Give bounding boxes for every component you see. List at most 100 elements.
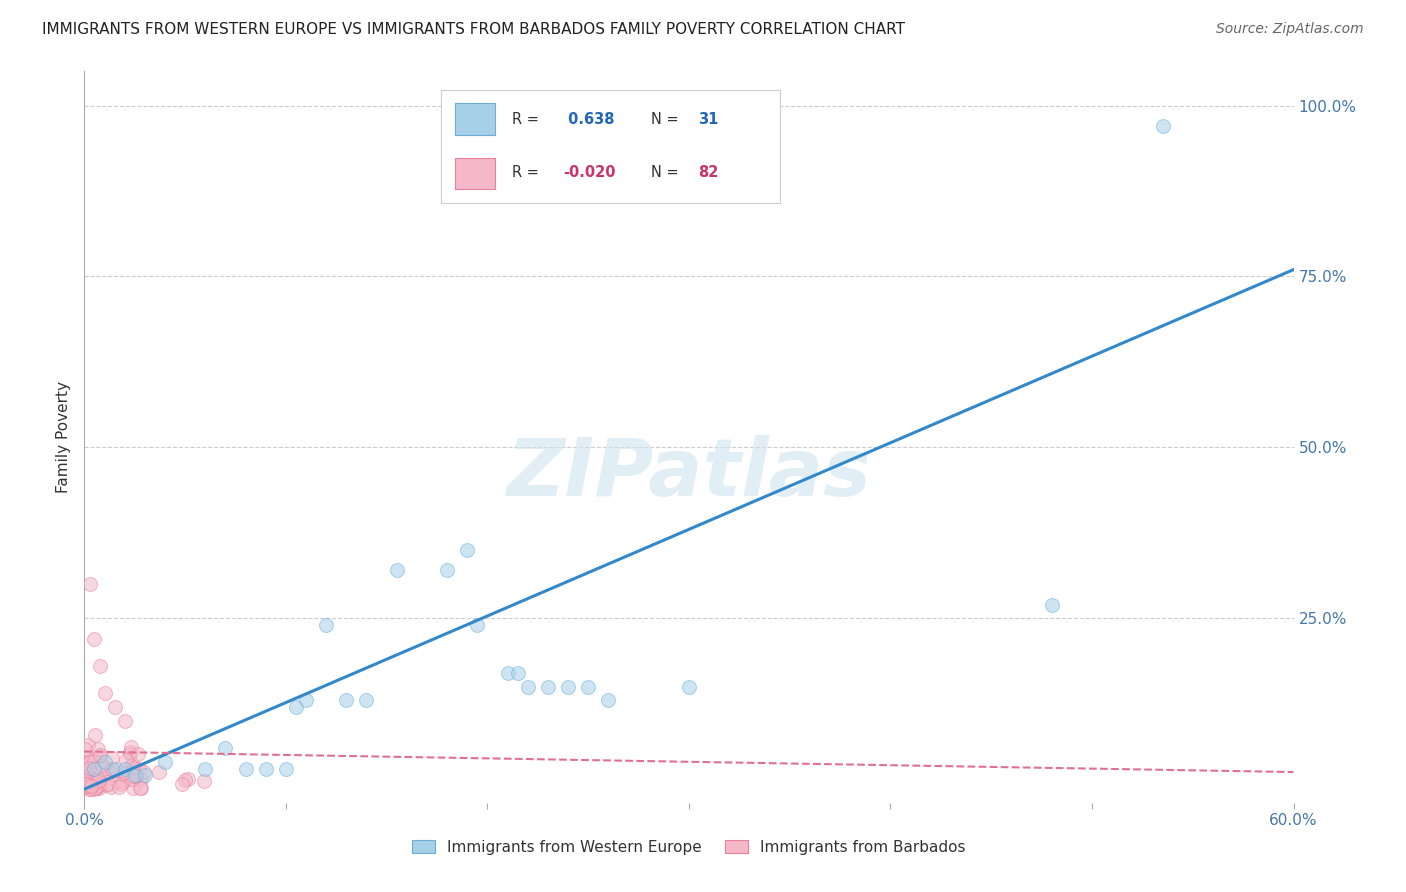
- Point: [94, 778, 117, 792]
- Point: [115, 753, 138, 767]
- Point: [127, 747, 149, 762]
- Point: [75, 770, 97, 784]
- Point: [104, 762, 127, 776]
- Point: [75, 776, 97, 790]
- Point: [132, 765, 155, 780]
- Point: [285, 700, 308, 714]
- Point: [91, 762, 114, 776]
- Point: [128, 762, 150, 776]
- Point: [75, 756, 97, 770]
- Point: [110, 777, 132, 791]
- Point: [77, 773, 100, 788]
- Point: [122, 769, 145, 783]
- Point: [82, 781, 104, 796]
- Point: [114, 767, 136, 781]
- Point: [467, 618, 489, 632]
- Text: Source: ZipAtlas.com: Source: ZipAtlas.com: [1216, 22, 1364, 37]
- Point: [174, 772, 197, 787]
- Point: [214, 741, 236, 756]
- Point: [79, 782, 101, 797]
- Point: [107, 780, 129, 795]
- Point: [76, 766, 98, 780]
- Point: [124, 769, 146, 783]
- Point: [104, 700, 127, 714]
- Point: [83, 728, 105, 742]
- Point: [79, 781, 101, 796]
- Point: [86, 775, 108, 789]
- Point: [100, 780, 122, 794]
- Text: ZIPatlas: ZIPatlas: [506, 434, 872, 513]
- Point: [76, 775, 98, 789]
- Point: [76, 770, 98, 784]
- Point: [83, 762, 105, 776]
- Point: [295, 693, 318, 707]
- Point: [80, 779, 103, 793]
- Point: [79, 770, 101, 784]
- Point: [496, 665, 519, 680]
- Point: [134, 768, 156, 782]
- Point: [112, 775, 135, 789]
- Point: [194, 762, 217, 776]
- Point: [124, 768, 146, 782]
- Point: [122, 781, 145, 796]
- Point: [83, 632, 105, 646]
- Point: [105, 774, 128, 789]
- Point: [516, 680, 538, 694]
- Text: IMMIGRANTS FROM WESTERN EUROPE VS IMMIGRANTS FROM BARBADOS FAMILY POVERTY CORREL: IMMIGRANTS FROM WESTERN EUROPE VS IMMIGR…: [42, 22, 905, 37]
- Point: [101, 762, 124, 776]
- Point: [121, 772, 143, 786]
- Point: [83, 775, 105, 789]
- Y-axis label: Family Poverty: Family Poverty: [56, 381, 72, 493]
- Point: [177, 772, 200, 787]
- Point: [1152, 119, 1174, 133]
- Point: [75, 777, 97, 791]
- Point: [456, 542, 478, 557]
- Point: [114, 714, 136, 728]
- Point: [1040, 598, 1063, 612]
- Point: [86, 780, 108, 795]
- Legend: Immigrants from Western Europe, Immigrants from Barbados: Immigrants from Western Europe, Immigran…: [406, 834, 972, 861]
- Point: [98, 764, 121, 779]
- Point: [254, 762, 277, 776]
- Point: [172, 777, 194, 791]
- Point: [121, 761, 143, 775]
- Point: [678, 680, 700, 694]
- Point: [101, 751, 124, 765]
- Point: [335, 693, 357, 707]
- Point: [537, 680, 560, 694]
- Point: [76, 772, 98, 787]
- Point: [87, 777, 110, 791]
- Point: [79, 755, 101, 769]
- Point: [121, 756, 143, 771]
- Point: [118, 747, 141, 761]
- Point: [356, 693, 378, 707]
- Point: [84, 781, 107, 796]
- Point: [557, 680, 579, 694]
- Point: [148, 764, 170, 779]
- Point: [80, 777, 103, 791]
- Point: [87, 742, 110, 756]
- Point: [77, 761, 100, 775]
- Point: [506, 665, 529, 680]
- Point: [76, 762, 98, 776]
- Point: [129, 772, 152, 786]
- Point: [385, 563, 408, 577]
- Point: [129, 780, 152, 795]
- Point: [89, 747, 111, 762]
- Point: [76, 773, 98, 788]
- Point: [75, 772, 97, 787]
- Point: [101, 764, 124, 778]
- Point: [93, 686, 115, 700]
- Point: [90, 757, 112, 772]
- Point: [118, 745, 141, 759]
- Point: [315, 618, 337, 632]
- Point: [114, 765, 136, 780]
- Point: [97, 777, 120, 791]
- Point: [89, 749, 111, 764]
- Point: [87, 778, 110, 792]
- Point: [235, 762, 257, 776]
- Point: [84, 773, 107, 788]
- Point: [80, 779, 103, 793]
- Point: [89, 780, 111, 795]
- Point: [598, 693, 620, 707]
